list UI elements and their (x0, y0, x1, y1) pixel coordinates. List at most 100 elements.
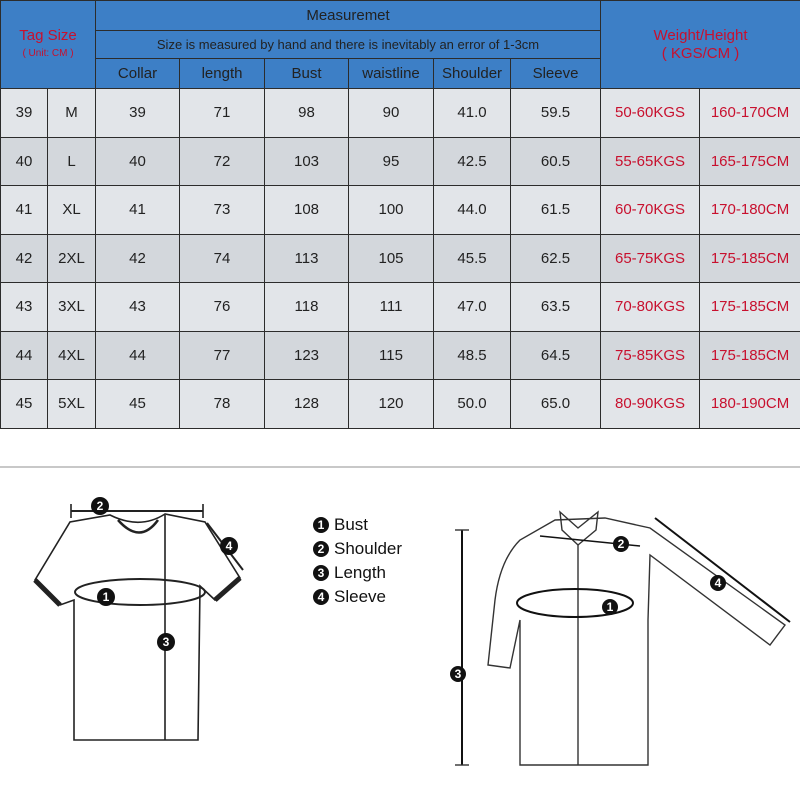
cell-bust: 128 (264, 379, 350, 429)
cell-shoulder: 50.0 (433, 379, 512, 429)
legend-item: 1 Bust (313, 513, 402, 537)
cell-tag: 42 (0, 233, 48, 283)
cell-tag: 44 (0, 330, 48, 380)
cell-collar: 43 (95, 282, 181, 332)
cell-size: 3XL (46, 282, 97, 332)
shirt-badge-length: 3 (455, 667, 462, 681)
cell-height: 175-185CM (699, 330, 800, 380)
legend-label: Shoulder (334, 539, 403, 558)
cell-tag: 39 (0, 88, 48, 138)
cell-waist: 95 (348, 136, 435, 186)
cell-height: 175-185CM (699, 282, 800, 332)
badge-sleeve: 4 (226, 539, 233, 553)
col-header-collar: Collar (95, 58, 181, 89)
cell-bust: 123 (264, 330, 350, 380)
cell-shoulder: 44.0 (433, 185, 512, 235)
cell-length: 74 (179, 233, 266, 283)
cell-weight: 50-60KGS (600, 88, 701, 138)
cell-weight: 55-65KGS (600, 136, 701, 186)
tag-size-label: Tag Size (19, 26, 77, 44)
cell-bust: 103 (264, 136, 350, 186)
shirt-bust-ellipse (516, 588, 634, 618)
shirt-sleeve-line (654, 517, 791, 623)
cell-sleeve: 60.5 (510, 136, 602, 186)
cell-weight: 80-90KGS (600, 379, 701, 429)
cell-bust: 108 (264, 185, 350, 235)
cell-size: M (46, 88, 97, 138)
cell-sleeve: 63.5 (510, 282, 602, 332)
cell-tag: 43 (0, 282, 48, 332)
tshirt-left-cuff (33, 578, 62, 607)
col-header-shoulder: Shoulder (433, 58, 512, 89)
shirt-collar (559, 510, 599, 546)
cell-sleeve: 59.5 (510, 88, 602, 138)
table-row: 40 L 40 72 103 95 42.5 60.5 55-65KGS 165-175CM (0, 136, 800, 186)
legend-item: 2 Shoulder (313, 537, 402, 561)
badge-shoulder: 2 (97, 499, 104, 513)
cell-length: 72 (179, 136, 266, 186)
cell-bust: 113 (264, 233, 350, 283)
shirt-badge-sleeve: 4 (715, 576, 722, 590)
cell-size: 2XL (46, 233, 97, 283)
legend-label: Length (334, 563, 386, 582)
cell-height: 170-180CM (699, 185, 800, 235)
cell-length: 71 (179, 88, 266, 138)
measurement-note: Size is measured by hand and there is in… (95, 30, 602, 59)
cell-waist: 115 (348, 330, 435, 380)
tshirt-right-cuff (213, 576, 242, 602)
badge-bust: 1 (103, 590, 110, 604)
tshirt-diagram (33, 504, 244, 741)
cell-size: XL (46, 185, 97, 235)
cell-shoulder: 45.5 (433, 233, 512, 283)
cell-size: 4XL (46, 330, 97, 380)
cell-tag: 40 (0, 136, 48, 186)
col-header-waistline: waistline (348, 58, 435, 89)
cell-length: 78 (179, 379, 266, 429)
tag-size-header: Tag Size ( Unit: CM ) (0, 0, 97, 89)
cell-collar: 45 (95, 379, 181, 429)
table-row: 44 4XL 44 77 123 115 48.5 64.5 75-85KGS 175-185CM (0, 330, 800, 380)
col-header-sleeve: Sleeve (510, 58, 602, 89)
cell-height: 160-170CM (699, 88, 800, 138)
unit-label: ( Unit: CM ) (22, 47, 74, 59)
cell-length: 73 (179, 185, 266, 235)
cell-tag: 45 (0, 379, 48, 429)
table-row: 41 XL 41 73 108 100 44.0 61.5 60-70KGS 170-180CM (0, 185, 800, 235)
measurement-diagrams: 1 2 3 4 1 2 3 4 (33, 497, 791, 766)
number-badge-icon: 3 (313, 565, 329, 581)
number-badge-icon: 1 (313, 517, 329, 533)
col-header-bust: Bust (264, 58, 350, 89)
measurement-legend: 1 Bust 2 Shoulder 3 Length 4 Sleeve (313, 513, 402, 609)
cell-waist: 90 (348, 88, 435, 138)
tshirt-outline (33, 513, 242, 741)
cell-bust: 118 (264, 282, 350, 332)
table-row: 45 5XL 45 78 128 120 50.0 65.0 80-90KGS 180-190CM (0, 379, 800, 429)
cell-size: 5XL (46, 379, 97, 429)
table-row: 42 2XL 42 74 113 105 45.5 62.5 65-75KGS 175-185CM (0, 233, 800, 283)
size-chart-table: Tag Size ( Unit: CM ) Measuremet Weight/… (0, 0, 800, 429)
number-badge-icon: 2 (313, 541, 329, 557)
cell-shoulder: 41.0 (433, 88, 512, 138)
cell-waist: 100 (348, 185, 435, 235)
measurement-title: Measuremet (95, 0, 602, 31)
cell-shoulder: 47.0 (433, 282, 512, 332)
weight-height-header: Weight/Height ( KGS/CM ) (600, 0, 800, 89)
cell-shoulder: 42.5 (433, 136, 512, 186)
cell-collar: 41 (95, 185, 181, 235)
weight-height-unit: ( KGS/CM ) (661, 44, 740, 62)
badges: 1 2 3 4 1 2 3 4 (91, 497, 726, 682)
cell-collar: 40 (95, 136, 181, 186)
cell-length: 77 (179, 330, 266, 380)
legend-item: 3 Length (313, 561, 402, 585)
section-divider (0, 466, 800, 468)
table-row: 43 3XL 43 76 118 111 47.0 63.5 70-80KGS 175-185CM (0, 282, 800, 332)
cell-bust: 98 (264, 88, 350, 138)
tshirt-collar (117, 519, 160, 534)
cell-weight: 65-75KGS (600, 233, 701, 283)
cell-height: 180-190CM (699, 379, 800, 429)
cell-tag: 41 (0, 185, 48, 235)
badge-length: 3 (163, 635, 170, 649)
shirt-outline (487, 517, 786, 766)
legend-label: Bust (334, 515, 369, 534)
cell-size: L (46, 136, 97, 186)
